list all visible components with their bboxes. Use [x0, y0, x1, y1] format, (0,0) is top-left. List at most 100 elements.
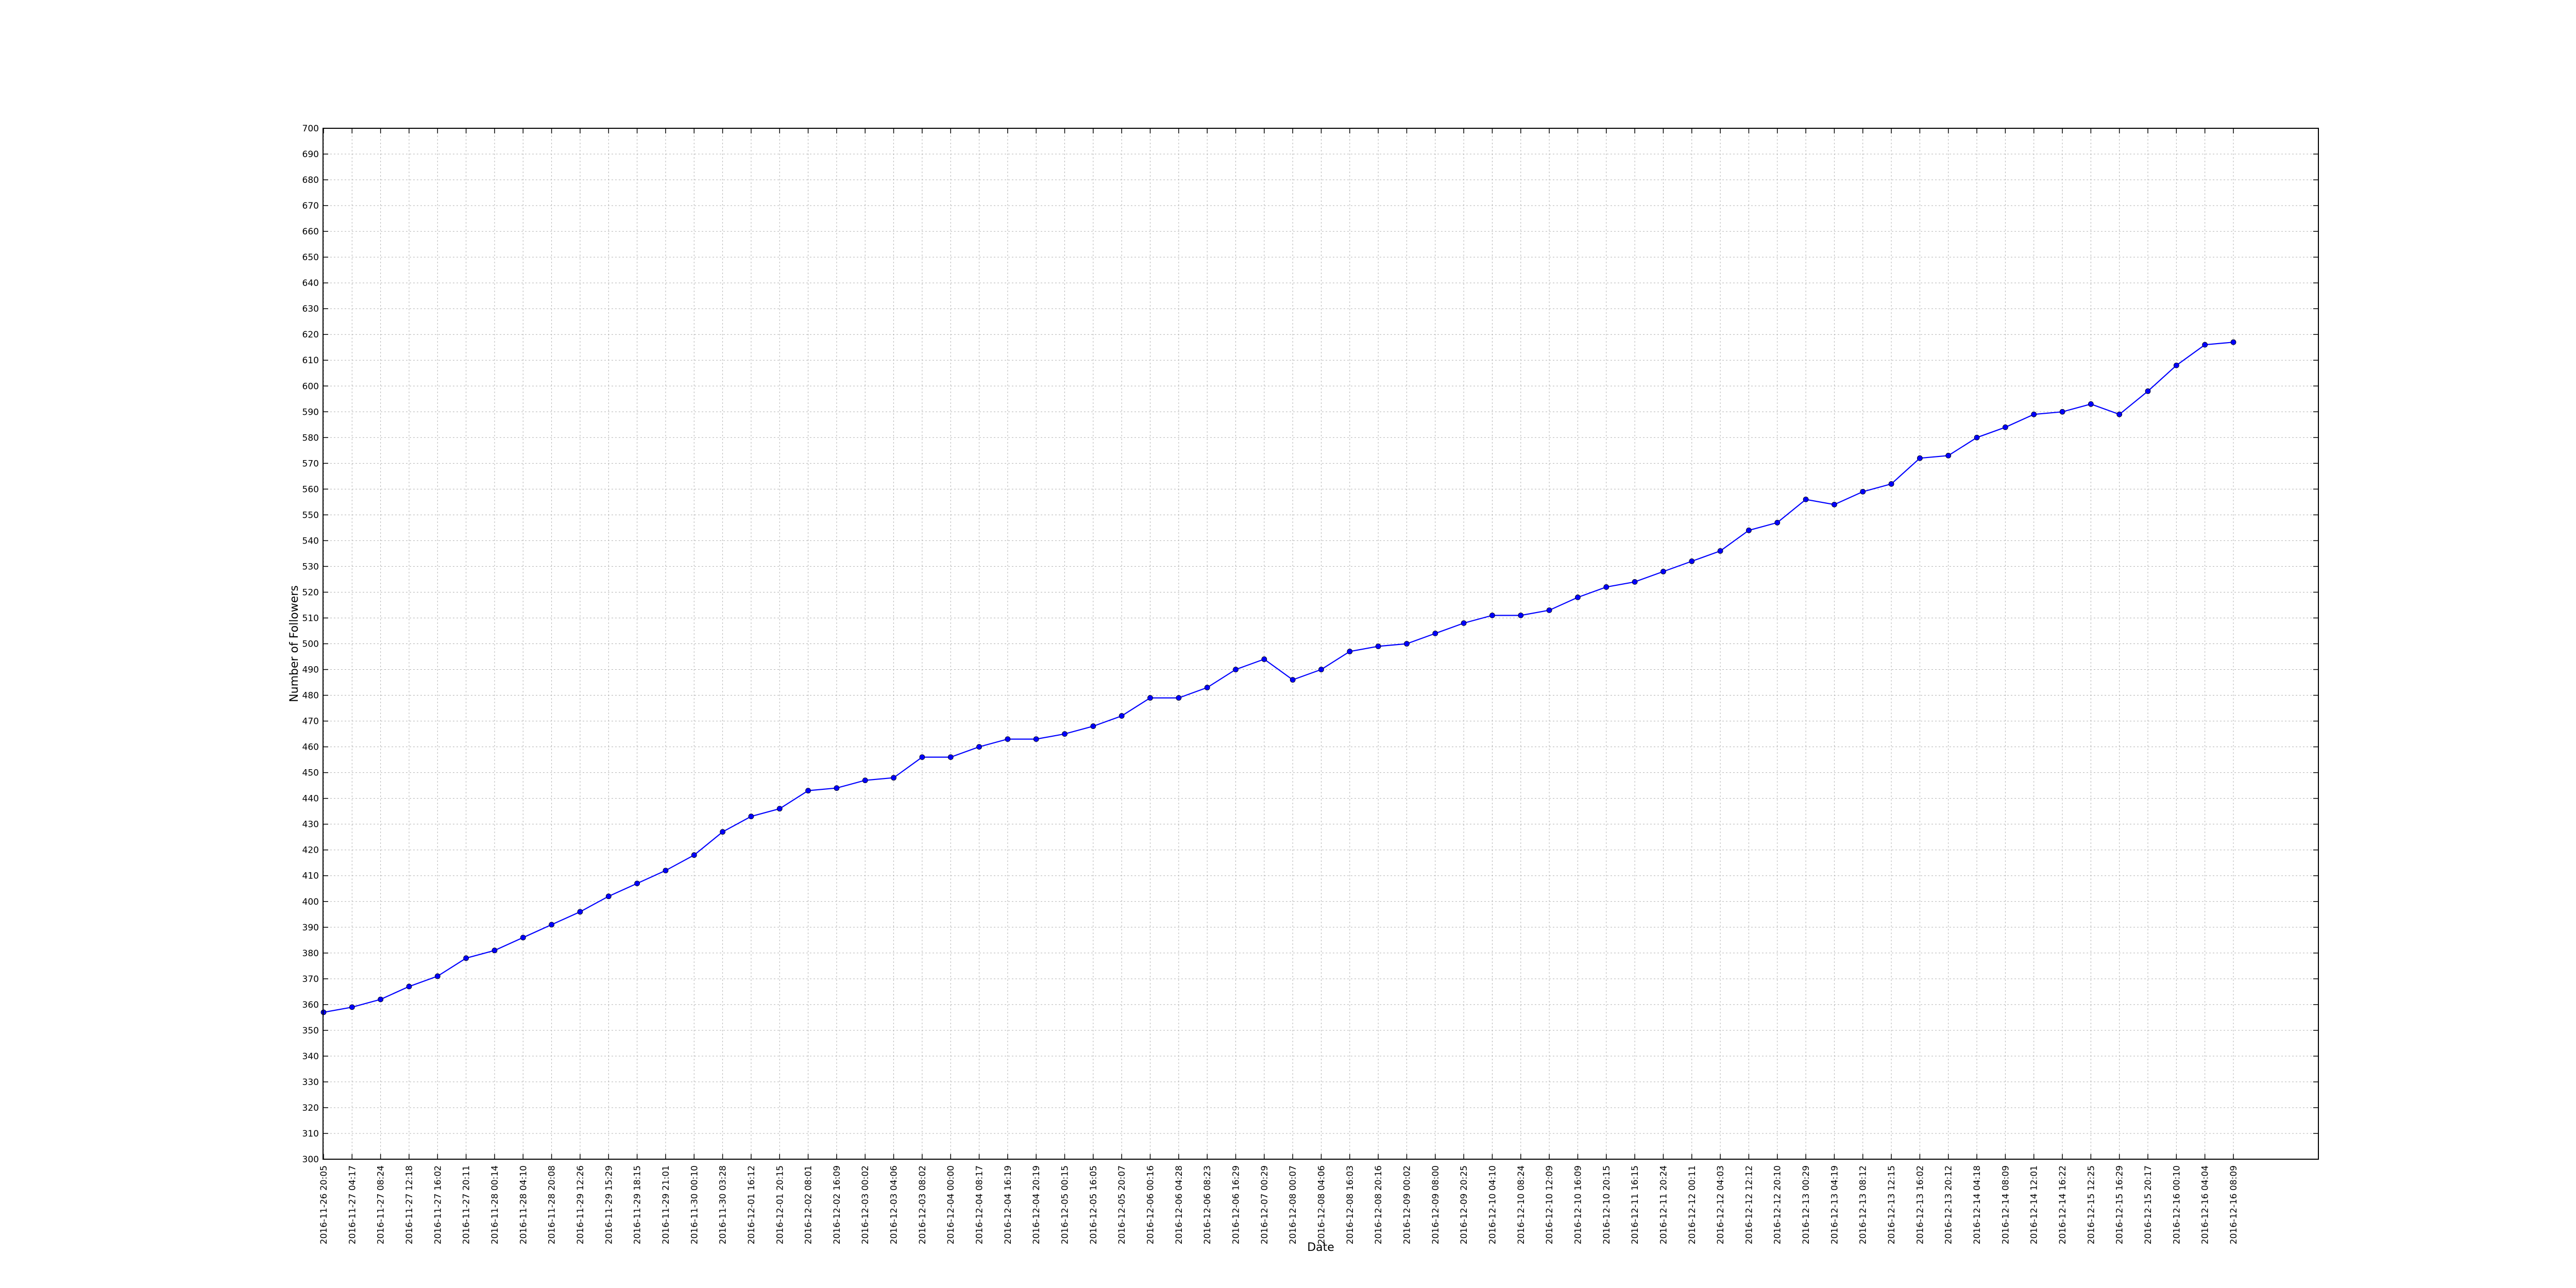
x-tick-label: 2016-12-03 08:02 [918, 1165, 928, 1244]
x-tick-label: 2016-12-10 12:09 [1545, 1165, 1555, 1244]
x-tick-label: 2016-11-30 00:10 [689, 1165, 700, 1244]
x-tick-label: 2016-11-28 00:14 [490, 1165, 500, 1244]
data-point [891, 775, 896, 781]
data-point [2173, 362, 2179, 368]
data-point [577, 909, 583, 915]
data-point [1717, 548, 1723, 554]
data-point [1261, 656, 1267, 662]
x-tick-label: 2016-11-29 12:26 [575, 1165, 586, 1244]
data-point [1746, 527, 1752, 533]
x-tick-label: 2016-12-15 20:17 [2143, 1165, 2154, 1244]
y-tick-label: 660 [302, 227, 319, 237]
x-tick-label: 2016-12-13 04:19 [1829, 1165, 1840, 1244]
x-tick-label: 2016-12-03 00:02 [860, 1165, 871, 1244]
data-point [1118, 713, 1125, 719]
data-point [2145, 388, 2151, 394]
data-point [1404, 641, 1410, 647]
data-point [463, 955, 469, 961]
data-point [947, 754, 954, 760]
y-tick-label: 330 [302, 1077, 319, 1088]
x-tick-label: 2016-12-06 16:29 [1231, 1165, 1242, 1244]
x-tick-label: 2016-11-28 04:10 [518, 1165, 529, 1244]
y-tick-label: 300 [302, 1155, 319, 1165]
y-tick-label: 380 [302, 948, 319, 959]
data-point [1917, 455, 1923, 461]
y-tick-label: 440 [302, 794, 319, 804]
x-tick-label: 2016-12-10 20:15 [1602, 1165, 1612, 1244]
data-point [1945, 452, 1952, 459]
data-point [1176, 695, 1182, 701]
data-point [1832, 501, 1837, 507]
y-tick-label: 700 [302, 124, 319, 134]
x-tick-label: 2016-12-04 16:19 [1003, 1165, 1013, 1244]
y-tick-label: 490 [302, 665, 319, 675]
data-point [1632, 579, 1638, 585]
y-tick-label: 410 [302, 871, 319, 882]
x-tick-label: 2016-12-06 00:16 [1146, 1165, 1156, 1244]
x-tick-label: 2016-12-04 00:00 [946, 1165, 956, 1244]
y-tick-label: 610 [302, 355, 319, 366]
x-tick-label: 2016-12-06 04:28 [1174, 1165, 1184, 1244]
data-point [1518, 613, 1524, 618]
x-tick-label: 2016-12-09 00:02 [1402, 1165, 1412, 1244]
data-point [805, 788, 811, 794]
data-point [1033, 736, 1039, 742]
x-tick-label: 2016-12-02 16:09 [832, 1165, 842, 1244]
data-point [1660, 569, 1666, 574]
x-tick-label: 2016-11-27 16:02 [433, 1165, 443, 1244]
x-tick-label: 2016-12-12 04:03 [1716, 1165, 1726, 1244]
x-tick-label: 2016-11-29 21:01 [661, 1165, 671, 1244]
y-tick-label: 570 [302, 459, 319, 469]
data-point [406, 984, 412, 990]
y-tick-label: 520 [302, 587, 319, 598]
y-tick-label: 310 [302, 1129, 319, 1139]
x-tick-label: 2016-12-12 12:12 [1744, 1165, 1754, 1244]
data-point [2230, 339, 2236, 345]
plot-area-frame [323, 128, 2319, 1160]
data-point [1461, 620, 1467, 626]
x-tick-label: 2016-12-11 20:24 [1658, 1165, 1669, 1244]
data-point [2088, 401, 2094, 407]
series-line [323, 342, 2234, 1013]
x-tick-label: 2016-12-05 16:05 [1089, 1165, 1099, 1244]
data-point [834, 785, 840, 791]
y-tick-label: 560 [302, 484, 319, 495]
data-point [1204, 685, 1210, 690]
x-tick-label: 2016-12-13 12:15 [1887, 1165, 1897, 1244]
y-axis: 300 310 320 330 340 350 360 370 380 390 400 410 420 4… [302, 124, 2318, 1165]
y-tick-label: 590 [302, 407, 319, 417]
x-tick-label: 2016-12-13 16:02 [1915, 1165, 1925, 1244]
y-tick-label: 360 [302, 1000, 319, 1010]
x-tick-label: 2016-12-11 16:15 [1630, 1165, 1640, 1244]
x-tick-label: 2016-12-13 00:29 [1801, 1165, 1811, 1244]
data-point [1090, 723, 1096, 729]
data-point [1860, 488, 1866, 495]
y-tick-label: 470 [302, 717, 319, 727]
y-tick-label: 430 [302, 820, 319, 830]
data-point [862, 777, 868, 784]
y-tick-label: 450 [302, 768, 319, 778]
x-tick-label: 2016-12-02 08:01 [804, 1165, 814, 1244]
data-point [2002, 424, 2008, 430]
y-tick-label: 600 [302, 381, 319, 392]
data-point [1974, 434, 1980, 440]
x-tick-label: 2016-11-29 18:15 [633, 1165, 643, 1244]
x-tick-label: 2016-12-04 20:19 [1031, 1165, 1042, 1244]
y-tick-label: 630 [302, 304, 319, 314]
data-point [1603, 584, 1609, 590]
y-tick-label: 550 [302, 510, 319, 520]
x-tick-label: 2016-12-09 08:00 [1431, 1165, 1441, 1244]
x-tick-label: 2016-12-01 16:12 [747, 1165, 757, 1244]
data-point [1347, 649, 1353, 654]
x-tick-label: 2016-12-08 16:03 [1345, 1165, 1355, 1244]
data-point [378, 996, 384, 1003]
x-tick-label: 2016-12-16 08:09 [2229, 1165, 2239, 1244]
x-tick-label: 2016-12-03 04:06 [889, 1165, 900, 1244]
x-tick-label: 2016-11-30 03:28 [718, 1165, 728, 1244]
x-tick-label: 2016-12-13 20:12 [1944, 1165, 1954, 1244]
x-tick-label: 2016-12-09 20:25 [1459, 1165, 1469, 1244]
x-tick-label: 2016-11-26 20:05 [319, 1165, 329, 1244]
data-point [776, 806, 783, 812]
data-point [1803, 496, 1809, 502]
x-tick-label: 2016-12-05 00:15 [1060, 1165, 1071, 1244]
